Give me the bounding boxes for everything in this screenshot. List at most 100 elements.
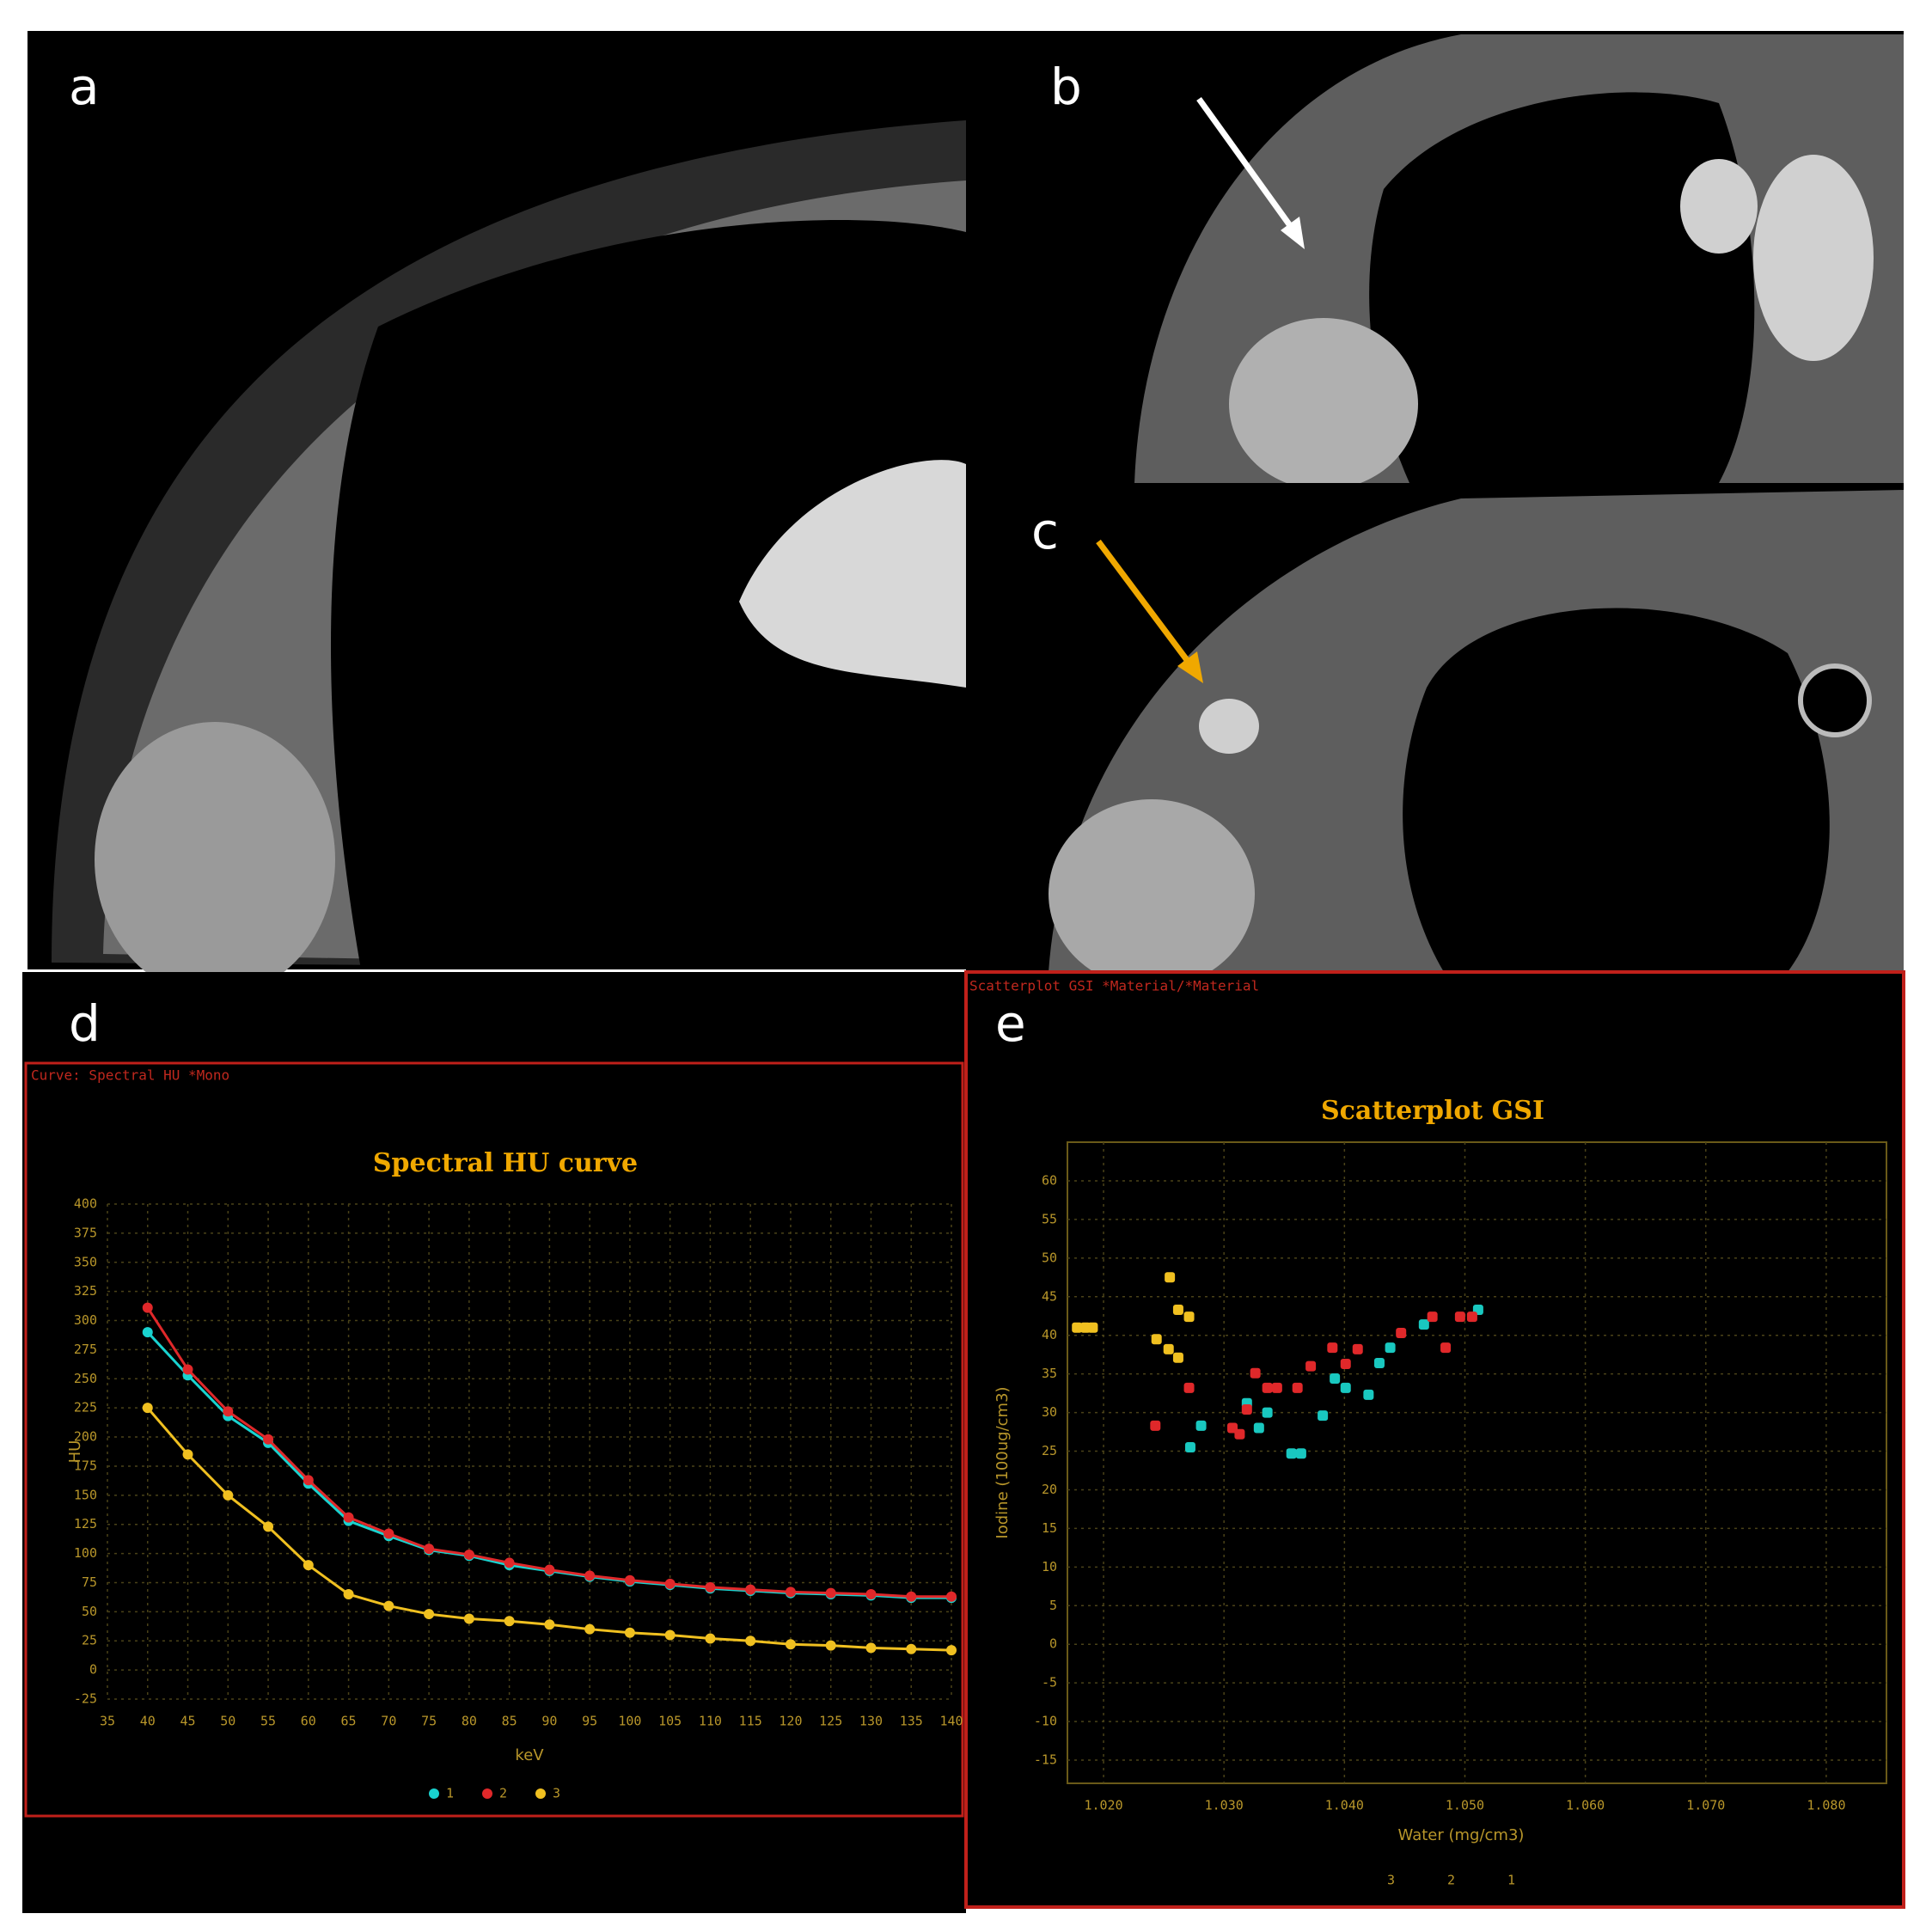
- data-point: [343, 1589, 354, 1600]
- y-tick-label: 25: [1042, 1443, 1057, 1458]
- data-point: [142, 1327, 153, 1338]
- data-point: [1318, 1410, 1329, 1421]
- data-point: [504, 1557, 515, 1568]
- data-point: [1250, 1367, 1261, 1379]
- data-point: [544, 1619, 555, 1630]
- x-tick-label: 1.040: [1325, 1798, 1364, 1813]
- data-point: [705, 1633, 716, 1644]
- x-tick-label: 105: [658, 1714, 682, 1729]
- y-tick-label: 30: [1042, 1404, 1057, 1420]
- data-point: [1340, 1358, 1351, 1369]
- data-point: [1271, 1382, 1282, 1393]
- data-point: [1330, 1373, 1341, 1385]
- chart-title: Scatterplot GSI: [1321, 1096, 1544, 1126]
- data-point: [303, 1475, 314, 1486]
- data-point: [664, 1629, 676, 1641]
- data-point: [825, 1640, 836, 1651]
- data-point: [624, 1574, 635, 1586]
- x-tick-label: 1.060: [1566, 1798, 1605, 1813]
- legend-label: 2: [1447, 1873, 1455, 1888]
- data-point: [223, 1406, 234, 1417]
- data-point: [1427, 1311, 1438, 1323]
- y-tick-label: 45: [1042, 1288, 1057, 1304]
- data-point: [1454, 1311, 1465, 1323]
- y-tick-label: 50: [82, 1604, 97, 1619]
- data-point: [1327, 1342, 1338, 1354]
- data-point: [263, 1434, 274, 1445]
- x-tick-label: 1.080: [1807, 1798, 1845, 1813]
- y-tick-label: 300: [74, 1312, 97, 1328]
- x-tick-label: 90: [541, 1714, 557, 1729]
- y-tick-label: -10: [1034, 1714, 1057, 1729]
- data-point: [865, 1642, 877, 1654]
- data-point: [1396, 1328, 1407, 1339]
- y-tick-label: 175: [74, 1458, 97, 1473]
- y-tick-label: 25: [82, 1633, 97, 1648]
- data-point: [263, 1521, 274, 1532]
- y-tick-label: 0: [1049, 1636, 1057, 1652]
- data-point: [825, 1587, 836, 1599]
- x-tick-label: 100: [618, 1714, 641, 1729]
- x-tick-label: 115: [739, 1714, 762, 1729]
- data-point: [463, 1549, 474, 1560]
- ct-panel-b: [966, 31, 1904, 490]
- y-tick-label: 60: [1042, 1172, 1057, 1188]
- data-point: [182, 1449, 193, 1460]
- x-tick-label: 35: [100, 1714, 115, 1729]
- legend-label: 1: [446, 1786, 454, 1801]
- data-point: [1150, 1420, 1161, 1431]
- data-point: [343, 1512, 354, 1523]
- y-tick-label: 325: [74, 1283, 97, 1299]
- chart-panel-d: [22, 972, 966, 1913]
- data-point: [785, 1639, 796, 1650]
- chart-caption: Scatterplot GSI *Material/*Material: [969, 978, 1259, 994]
- x-tick-label: 80: [462, 1714, 477, 1729]
- x-tick-label: 40: [140, 1714, 156, 1729]
- legend-marker: [482, 1788, 492, 1799]
- legend-label: 3: [553, 1786, 560, 1801]
- y-tick-label: 20: [1042, 1482, 1057, 1497]
- y-tick-label: -5: [1042, 1675, 1057, 1690]
- y-tick-label: 275: [74, 1342, 97, 1357]
- data-point: [906, 1643, 917, 1654]
- data-point: [1440, 1342, 1452, 1354]
- data-point: [1340, 1382, 1351, 1393]
- chart-title: Spectral HU curve: [373, 1148, 638, 1178]
- data-point: [584, 1570, 596, 1581]
- y-tick-label: 50: [1042, 1250, 1057, 1265]
- y-tick-label: 10: [1042, 1559, 1057, 1574]
- data-point: [1163, 1343, 1174, 1354]
- y-tick-label: 0: [89, 1662, 97, 1678]
- data-point: [1305, 1360, 1317, 1372]
- data-point: [1234, 1428, 1245, 1440]
- data-point: [1253, 1422, 1264, 1434]
- data-point: [1183, 1311, 1195, 1323]
- legend-label: 3: [1387, 1873, 1395, 1888]
- x-tick-label: 65: [341, 1714, 357, 1729]
- y-tick-label: 55: [1042, 1211, 1057, 1226]
- data-point: [1241, 1403, 1252, 1415]
- y-tick-label: 35: [1042, 1366, 1057, 1381]
- x-tick-label: 1.050: [1446, 1798, 1484, 1813]
- y-tick-label: 15: [1042, 1520, 1057, 1536]
- x-tick-label: 70: [381, 1714, 396, 1729]
- data-point: [1286, 1448, 1297, 1459]
- data-point: [906, 1591, 917, 1602]
- data-point: [544, 1564, 555, 1575]
- y-tick-label: 125: [74, 1516, 97, 1532]
- x-tick-label: 125: [819, 1714, 842, 1729]
- data-point: [1072, 1322, 1083, 1333]
- y-tick-label: 200: [74, 1429, 97, 1445]
- data-point: [584, 1623, 596, 1635]
- data-point: [745, 1584, 756, 1595]
- x-axis-label: Water (mg/cm3): [1398, 1826, 1525, 1844]
- y-tick-label: 40: [1042, 1327, 1057, 1342]
- data-point: [142, 1403, 153, 1414]
- legend-label: 2: [499, 1786, 507, 1801]
- data-point: [865, 1589, 877, 1600]
- y-tick-label: -15: [1034, 1752, 1057, 1768]
- data-point: [1466, 1311, 1477, 1323]
- data-point: [1151, 1334, 1162, 1345]
- data-point: [1184, 1442, 1195, 1453]
